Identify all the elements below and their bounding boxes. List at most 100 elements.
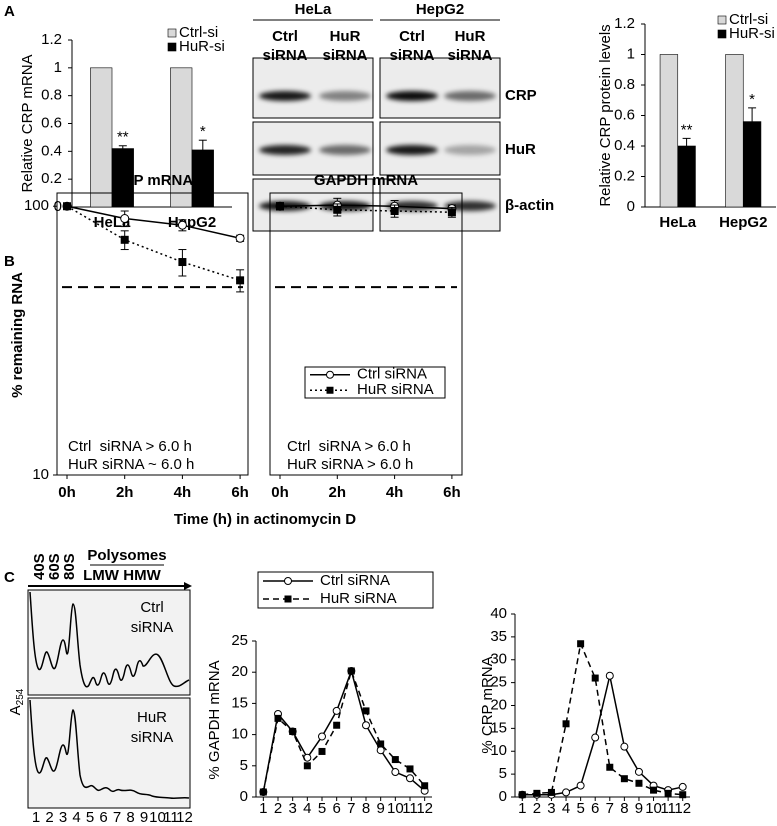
blot-band	[444, 145, 496, 155]
lane-label: siRNA	[447, 47, 492, 64]
x-tick-label: 3	[288, 800, 296, 817]
series-line	[262, 668, 426, 793]
y-tick-label: 35	[490, 628, 507, 645]
marker	[332, 706, 341, 715]
cell-line: HeLa	[295, 1, 332, 18]
y-tick-label: 100	[24, 197, 49, 214]
peak-label: 60S	[46, 553, 63, 580]
legend-label: HuR siRNA	[357, 381, 434, 398]
x-tick-label: 12	[674, 800, 691, 817]
error-bar	[198, 139, 207, 150]
y-tick-label: 1.2	[614, 15, 635, 32]
marker	[620, 742, 629, 751]
marker	[391, 756, 399, 764]
x-tick-label: 4	[303, 800, 311, 817]
condition-label: HuR	[137, 709, 167, 726]
fraction-label: 5	[86, 809, 94, 826]
bar	[677, 145, 696, 208]
legend-marker	[326, 386, 334, 394]
fraction-label: 3	[59, 809, 67, 826]
legend-label: HuR-si	[729, 25, 775, 42]
y-axis-label: Relative CRP protein levels	[597, 24, 614, 206]
marker	[63, 202, 71, 211]
annotation: HuR siRNA > 6.0 h	[287, 456, 413, 473]
y-tick-label: 20	[490, 696, 507, 713]
condition-label: siRNA	[131, 619, 174, 636]
fraction-label: 11	[163, 809, 179, 826]
marker	[377, 740, 385, 748]
panel-label: C	[4, 569, 15, 586]
profile-trace	[29, 699, 190, 800]
protein-label: β-actin	[505, 197, 554, 214]
marker	[421, 782, 429, 790]
significance: *	[200, 123, 206, 140]
x-tick-label: HepG2	[168, 214, 216, 231]
x-axis-label: Time (h) in actinomycin D	[174, 511, 356, 528]
blot-band	[386, 145, 438, 155]
significance: **	[117, 129, 129, 146]
marker	[547, 788, 555, 796]
lane-label: siRNA	[389, 47, 434, 64]
marker	[576, 781, 585, 790]
blot-band	[259, 145, 311, 155]
y-tick-label: 25	[231, 632, 248, 649]
x-tick-label: HeLa	[659, 214, 696, 231]
marker	[376, 746, 385, 755]
y-tick-label: 10	[231, 726, 248, 743]
y-tick-label: 15	[231, 694, 248, 711]
significance: *	[749, 91, 755, 108]
error-bar	[682, 137, 691, 146]
x-tick-label: 5	[318, 800, 326, 817]
condition-label: Ctrl	[140, 599, 163, 616]
marker	[120, 235, 129, 244]
x-tick-label: 10	[645, 800, 662, 817]
marker	[635, 779, 643, 787]
x-tick-label: 2h	[329, 484, 347, 501]
x-tick-label: 6h	[443, 484, 461, 501]
blot-frame	[252, 57, 374, 119]
hmw-label: HMW	[123, 567, 161, 584]
y-tick-label: 1.2	[41, 31, 62, 48]
x-tick-label: 2	[274, 800, 282, 817]
marker	[276, 202, 284, 211]
blot-band	[319, 91, 371, 101]
bar	[170, 67, 193, 208]
series-line	[279, 205, 452, 213]
blot-frame	[379, 57, 501, 119]
significance: **	[681, 121, 693, 138]
marker	[605, 671, 614, 680]
y-tick-label: 25	[490, 674, 507, 691]
fraction-label: 10	[149, 809, 166, 826]
marker	[177, 220, 187, 230]
legend-swatch	[167, 28, 177, 38]
legend-swatch	[717, 29, 727, 39]
lmw-label: LMW	[83, 567, 120, 584]
marker	[318, 747, 326, 755]
legend-label: Ctrl-si	[729, 11, 768, 28]
blot-band	[259, 91, 311, 101]
marker	[347, 667, 355, 675]
annotation: Ctrl siRNA > 6.0 h	[287, 438, 411, 455]
profile-ylabel-sub: 254	[15, 688, 26, 705]
y-tick-label: 20	[231, 663, 248, 680]
series-line	[522, 675, 683, 796]
annotation: Ctrl siRNA > 6.0 h	[68, 438, 192, 455]
marker	[591, 674, 599, 682]
x-tick-label: 11	[660, 800, 676, 817]
y-axis-label: % remaining RNA	[9, 272, 26, 398]
marker	[577, 640, 585, 648]
y-tick-label: 0.4	[614, 137, 635, 154]
marker	[620, 775, 628, 783]
marker	[591, 733, 600, 742]
lane-label: Ctrl	[272, 28, 298, 45]
bar	[191, 149, 214, 208]
y-tick-label: 1	[627, 45, 635, 62]
y-tick-label: 0.8	[41, 87, 62, 104]
fraction-label: 9	[140, 809, 148, 826]
marker	[362, 707, 370, 715]
y-tick-label: 10	[32, 466, 49, 483]
marker	[274, 714, 282, 722]
legend-swatch	[717, 15, 727, 25]
lane-label: HuR	[455, 28, 486, 45]
